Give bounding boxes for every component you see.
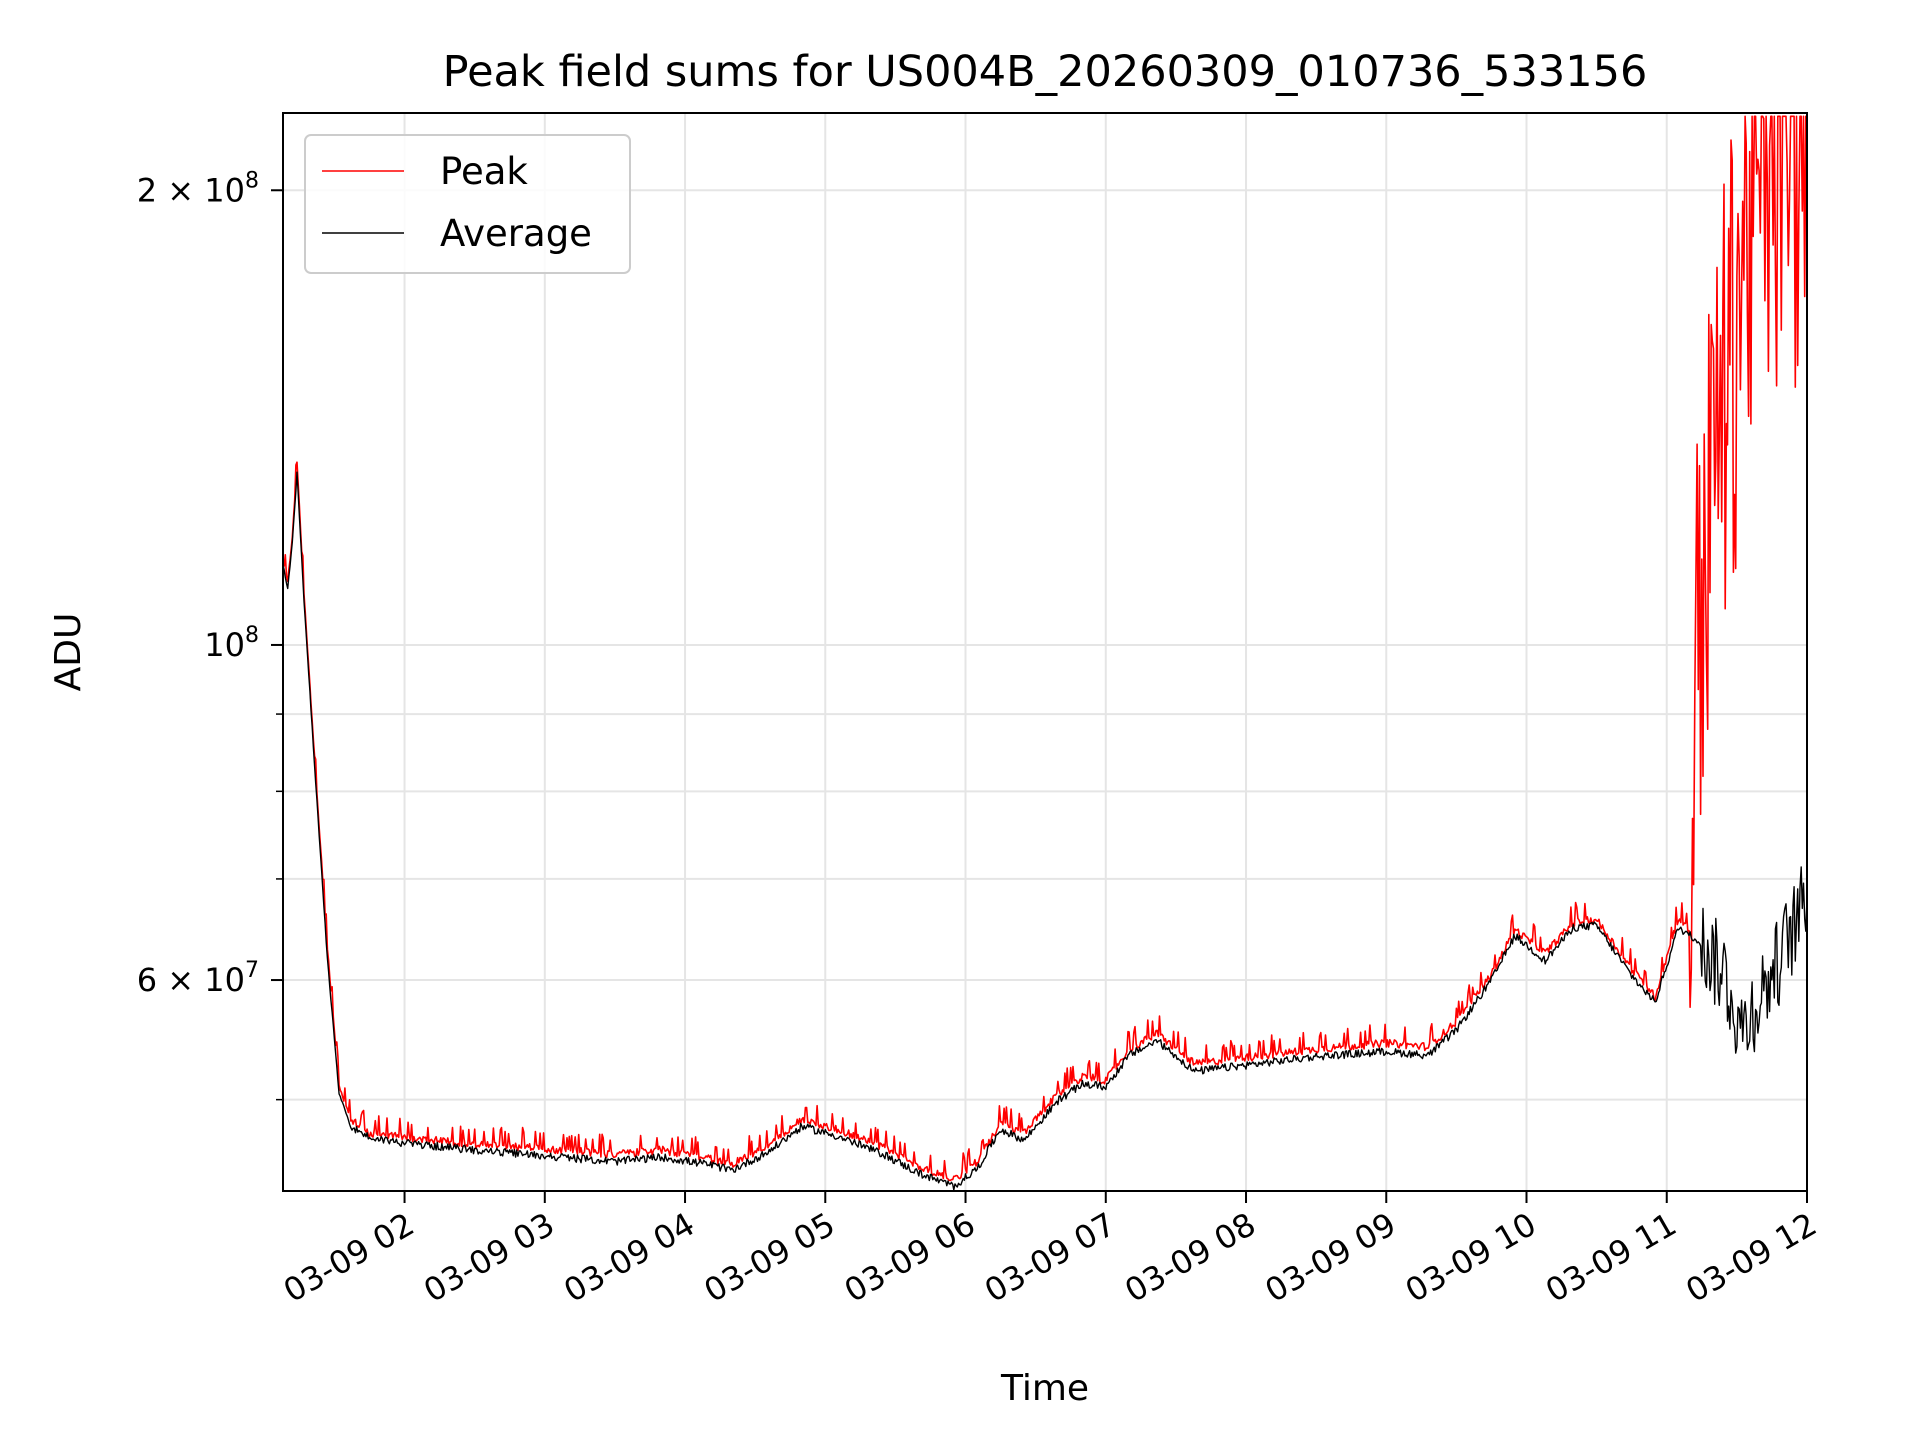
y-axis-title: ADU (48, 613, 89, 692)
x-axis-title: Time (1000, 1368, 1089, 1409)
legend-label-average: Average (440, 212, 592, 255)
y-tick-label: 2 × 108 (137, 168, 259, 209)
minor-ticks (276, 713, 283, 1101)
series-layer (283, 115, 1807, 1191)
legend-box (304, 134, 631, 274)
legend-label-peak: Peak (440, 150, 528, 193)
series-line-peak (283, 115, 1807, 1182)
series-line-average (283, 471, 1807, 1191)
plot-area (283, 115, 1807, 1191)
plot-frame (282, 112, 1808, 1192)
legend: Peak Average (304, 134, 631, 274)
y-tick-label: 6 × 107 (137, 958, 259, 999)
chart-title: Peak field sums for US004B_20260309_0107… (443, 47, 1648, 97)
